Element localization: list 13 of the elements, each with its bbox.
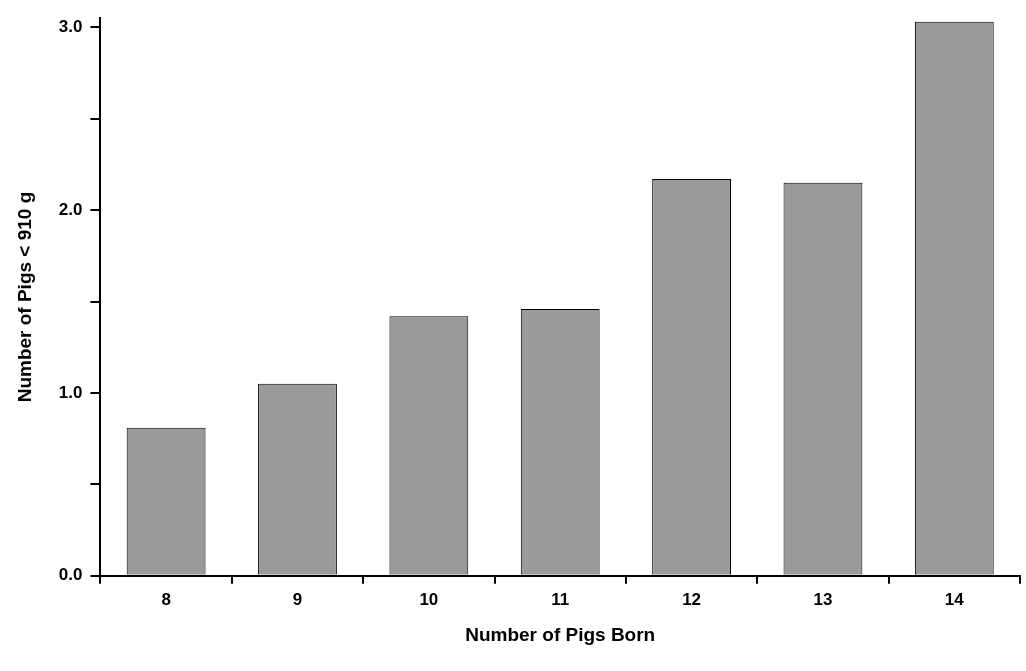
x-tick-label: 13 — [813, 589, 833, 609]
x-tick-label: 14 — [944, 589, 965, 609]
x-tick-label: 9 — [292, 589, 303, 609]
x-tick-label: 11 — [551, 589, 570, 609]
y-tick-label: 2.0 — [58, 199, 83, 219]
y-tick-label: 0.0 — [58, 565, 83, 585]
y-axis-title: Number of Pigs < 910 g — [13, 191, 35, 403]
x-tick-label: 8 — [161, 589, 171, 609]
y-tick-label: 1.0 — [58, 382, 83, 402]
x-tick-label: 12 — [682, 589, 702, 609]
y-tick-label: 3.0 — [58, 17, 83, 37]
x-tick-label: 10 — [419, 589, 439, 609]
x-axis-title: Number of Pigs Born — [465, 623, 656, 645]
